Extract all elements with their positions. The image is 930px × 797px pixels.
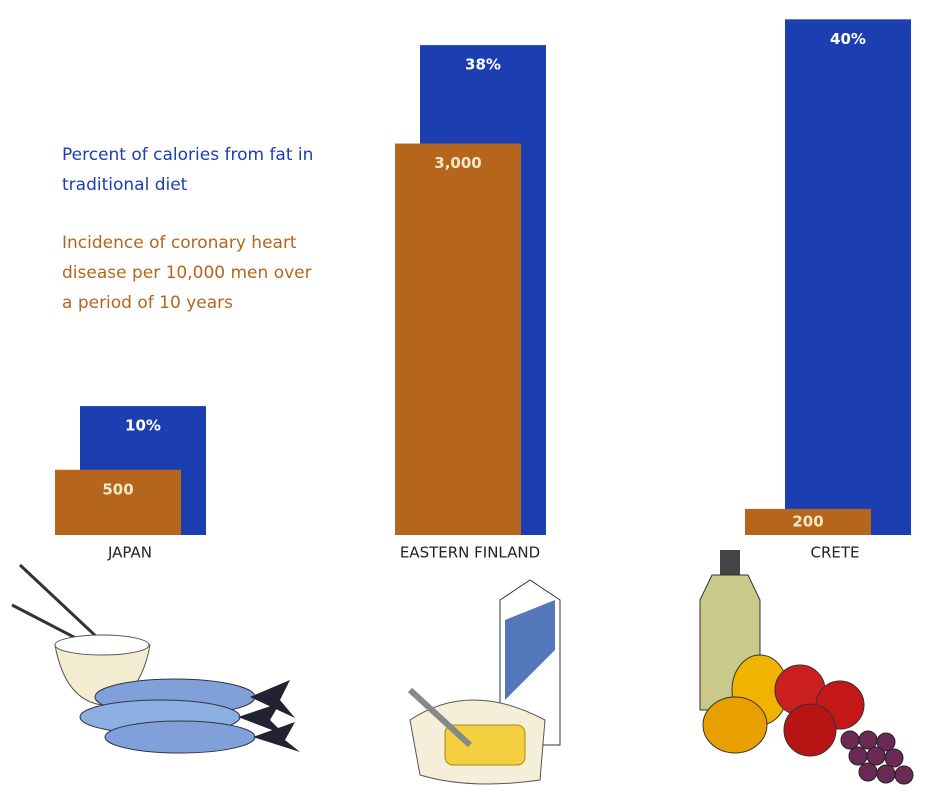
value-label: 3,000 (434, 154, 481, 172)
x-tick-label: CRETE (810, 544, 859, 562)
value-label: 500 (102, 480, 133, 498)
value-label: 38% (465, 56, 501, 74)
bar (745, 508, 871, 535)
x-tick-label: EASTERN FINLAND (400, 544, 540, 562)
legend-entry: Incidence of coronary heart disease per … (62, 233, 312, 313)
value-label: 200 (792, 512, 823, 530)
bar (55, 469, 181, 535)
bar (785, 19, 911, 536)
bar (395, 143, 521, 535)
value-label: 10% (125, 417, 161, 435)
value-label: 40% (830, 30, 866, 48)
x-tick-label: JAPAN (107, 544, 152, 562)
legend-entry: Percent of calories from fat in traditio… (62, 145, 314, 195)
illustrations (11, 550, 914, 785)
